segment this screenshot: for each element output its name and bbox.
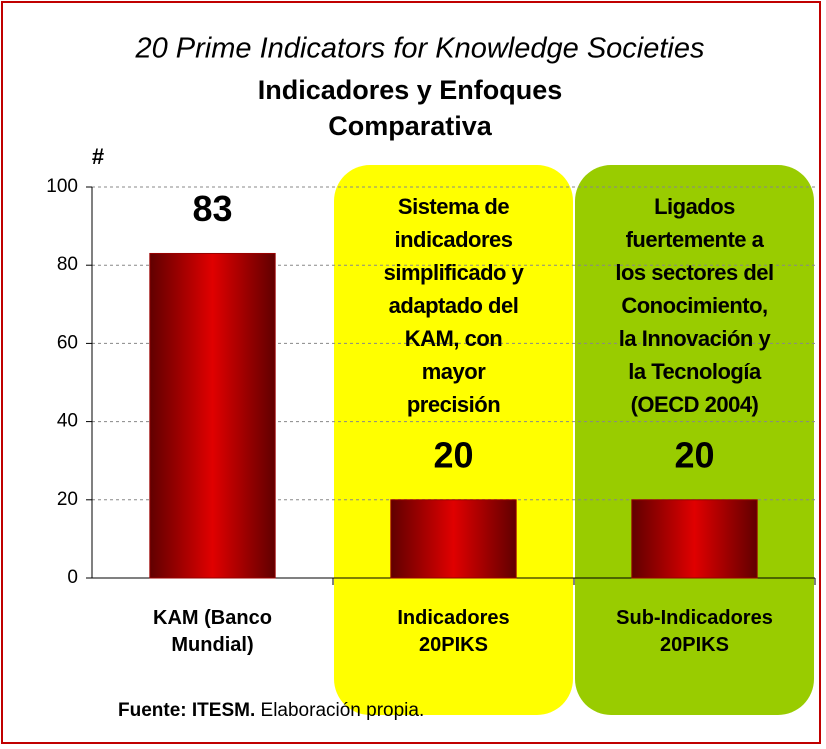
annotation-text: Ligados fuertemente a los sectores del C… xyxy=(615,194,774,417)
y-tick-label: 20 xyxy=(57,489,78,510)
source-bold: Fuente: ITESM. xyxy=(118,700,256,721)
chart-subtitle: Indicadores y Enfoques Comparativa xyxy=(257,75,563,141)
source: Fuente: ITESM. Elaboración propia. xyxy=(118,700,424,722)
value-label: 20 xyxy=(674,434,714,475)
annotation-text: Sistema de indicadores simplificado y ad… xyxy=(383,194,524,417)
x-tick-label: KAM (Banco Mundial) xyxy=(153,607,272,656)
y-tick-label: 40 xyxy=(57,411,78,432)
y-tick-label: 60 xyxy=(57,332,78,353)
value-label: 20 xyxy=(433,434,473,475)
value-label: 83 xyxy=(192,188,232,229)
source-text: Elaboración propia. xyxy=(260,700,425,721)
bar xyxy=(149,252,276,579)
x-tick-label: Indicadores 20PIKS xyxy=(397,607,510,656)
bar xyxy=(631,499,758,579)
y-tick-label: 100 xyxy=(46,176,78,197)
chart-title: 20 Prime Indicators for Knowledge Societ… xyxy=(134,33,704,65)
bar xyxy=(390,499,517,579)
x-tick-label: Sub-Indicadores 20PIKS xyxy=(616,607,773,656)
y-tick-label: 80 xyxy=(57,254,78,275)
y-axis-label: # xyxy=(92,144,104,169)
y-tick-label: 0 xyxy=(67,567,78,588)
